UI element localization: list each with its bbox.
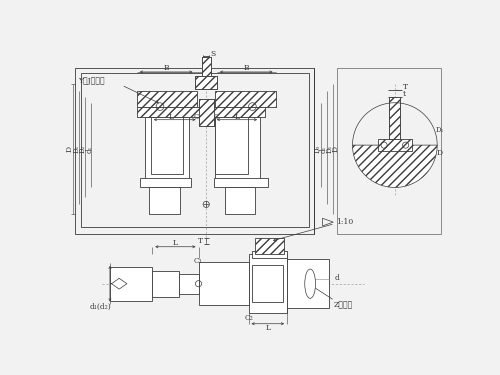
Text: C: C: [214, 112, 219, 121]
Bar: [254, 237, 284, 255]
Text: T: T: [402, 83, 407, 92]
Text: D₂: D₂: [79, 145, 87, 153]
Bar: [224, 188, 256, 214]
Text: D₁: D₁: [73, 145, 81, 153]
Text: d₁(d₂): d₁(d₂): [90, 303, 112, 311]
Ellipse shape: [305, 269, 316, 298]
Bar: [137, 106, 264, 117]
Text: C₁: C₁: [194, 256, 203, 265]
Text: T: T: [198, 237, 202, 244]
Text: L: L: [266, 324, 270, 332]
Text: L: L: [173, 239, 178, 247]
Text: Z型轴孔: Z型轴孔: [333, 301, 352, 309]
Bar: [216, 117, 248, 174]
Text: D: D: [332, 146, 340, 152]
Bar: [140, 178, 191, 188]
Bar: [390, 97, 400, 139]
Bar: [144, 117, 190, 180]
Bar: [248, 255, 287, 313]
Bar: [202, 57, 211, 76]
Text: L: L: [234, 112, 240, 121]
Bar: [390, 97, 400, 139]
Text: D: D: [65, 146, 73, 152]
Bar: [110, 267, 152, 301]
Text: d: d: [334, 273, 340, 282]
Bar: [137, 91, 197, 106]
Text: C: C: [193, 112, 198, 121]
Bar: [179, 274, 199, 294]
Text: L: L: [168, 112, 173, 121]
Polygon shape: [352, 145, 437, 188]
Bar: [216, 117, 260, 180]
Bar: [287, 259, 330, 308]
Bar: [198, 99, 214, 126]
Text: d₁: d₁: [85, 145, 93, 153]
Bar: [152, 271, 179, 297]
Bar: [198, 99, 214, 126]
Text: B: B: [164, 64, 169, 72]
Bar: [151, 117, 183, 174]
Text: D: D: [436, 149, 442, 157]
Text: B: B: [244, 64, 249, 72]
Text: C₂: C₂: [244, 314, 253, 322]
Text: t: t: [402, 90, 406, 98]
Bar: [202, 57, 211, 76]
Text: D₁: D₁: [326, 145, 334, 153]
Text: D₀: D₀: [314, 145, 322, 153]
Bar: [214, 178, 268, 188]
Text: d₁: d₁: [319, 145, 327, 153]
Bar: [216, 91, 276, 106]
Text: Y、J型轴孔: Y、J型轴孔: [78, 77, 104, 85]
Text: S: S: [211, 50, 216, 58]
Bar: [149, 188, 180, 214]
Bar: [196, 76, 217, 89]
Text: D₁: D₁: [436, 126, 444, 134]
Text: 1:10: 1:10: [336, 218, 353, 226]
Bar: [80, 74, 308, 228]
Bar: [198, 262, 248, 305]
Bar: [252, 251, 287, 258]
Bar: [196, 76, 217, 89]
Bar: [378, 139, 412, 151]
Bar: [252, 265, 283, 302]
Bar: [76, 68, 314, 234]
